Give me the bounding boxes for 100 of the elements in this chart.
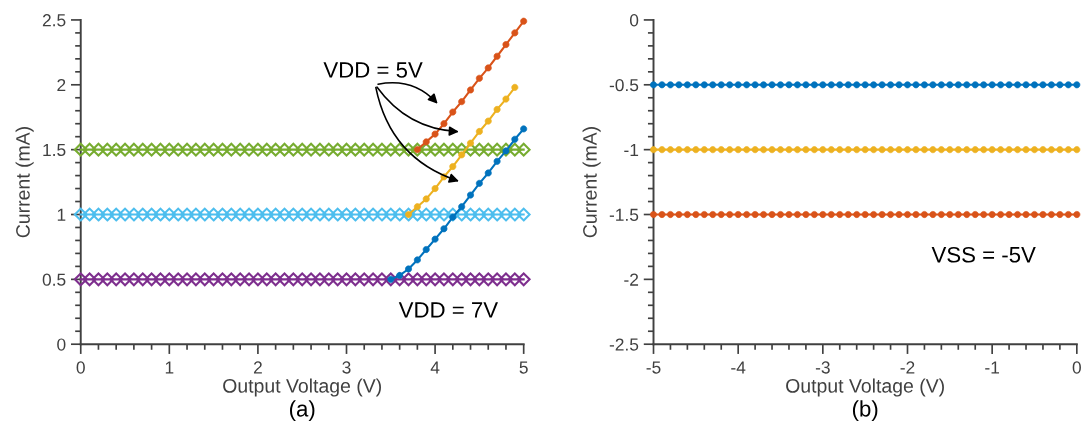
point: [366, 272, 381, 287]
point: [321, 272, 336, 287]
point: [330, 207, 345, 222]
point: [516, 272, 531, 287]
point: [507, 207, 522, 222]
y-tick-label: -1.5: [609, 208, 639, 221]
point: [445, 142, 460, 157]
point: [126, 142, 141, 157]
point: [109, 142, 124, 157]
point: [490, 207, 505, 222]
point: [215, 272, 230, 287]
y-tick-label: -2: [624, 273, 639, 286]
point: [490, 272, 505, 287]
point: [516, 142, 531, 157]
point: [445, 272, 460, 287]
x-tick-label: 4: [430, 361, 440, 374]
annotation: VSS = -5V: [931, 246, 1036, 263]
point: [82, 272, 97, 287]
point: [410, 142, 425, 157]
point: [481, 272, 496, 287]
y-tick-label: 1: [57, 208, 66, 221]
point: [348, 207, 363, 222]
point: [215, 207, 230, 222]
x-tick-label: -4: [731, 361, 746, 374]
point: [286, 207, 301, 222]
point: [339, 207, 354, 222]
point: [304, 142, 318, 157]
point: [233, 272, 248, 287]
point: [312, 272, 327, 287]
point: [91, 207, 106, 222]
point: [259, 272, 274, 287]
point: [135, 272, 150, 287]
point: [162, 142, 177, 157]
point: [268, 207, 283, 222]
x-tick-label: -1: [985, 361, 1000, 374]
point: [188, 272, 203, 287]
point: [454, 207, 469, 222]
point: [401, 207, 416, 222]
point: [259, 207, 274, 222]
point: [383, 142, 398, 157]
point: [401, 272, 416, 287]
point: [295, 142, 310, 157]
point: [242, 272, 256, 287]
y-tick-label: 2.5: [42, 14, 66, 27]
point: [286, 272, 301, 287]
point: [366, 207, 381, 222]
point: [481, 207, 496, 222]
point: [82, 207, 97, 222]
point: [481, 142, 496, 157]
point: [312, 207, 327, 222]
point: [472, 207, 487, 222]
point: [375, 142, 389, 157]
point: [180, 207, 194, 222]
point: [126, 272, 141, 287]
point: [419, 142, 434, 157]
point: [242, 207, 256, 222]
point: [516, 207, 531, 222]
point: [153, 207, 168, 222]
x-tick-label: -5: [646, 361, 661, 374]
point: [118, 272, 132, 287]
point: [135, 207, 150, 222]
point: [233, 207, 248, 222]
point: [463, 207, 478, 222]
point: [206, 272, 221, 287]
text: (b): [852, 400, 878, 422]
point: [277, 272, 292, 287]
point: [366, 142, 381, 157]
point: [339, 272, 354, 287]
point: [330, 272, 345, 287]
point: [118, 142, 132, 157]
point: [180, 272, 194, 287]
x-axis-title: Output Voltage (V): [786, 378, 944, 397]
point: [472, 142, 487, 157]
point: [91, 272, 106, 287]
annotation: VDD = 5V: [323, 62, 423, 78]
y-axis-title: Current (mA): [582, 127, 601, 238]
point: [233, 142, 248, 157]
x-tick-label: 0: [1072, 361, 1081, 374]
point: [286, 142, 301, 157]
point: [295, 272, 310, 287]
x-tick-label: 1: [165, 361, 174, 374]
point: [295, 207, 310, 222]
point: [73, 272, 88, 287]
point: [472, 272, 487, 287]
point: [250, 142, 265, 157]
point: [162, 207, 177, 222]
point: [428, 207, 443, 222]
point: [454, 272, 469, 287]
point: [304, 272, 318, 287]
point: [73, 142, 88, 157]
point: [171, 272, 186, 287]
point: [437, 272, 451, 287]
point: [153, 272, 168, 287]
point: [304, 207, 318, 222]
point: [277, 207, 292, 222]
point: [206, 142, 221, 157]
point: [126, 207, 141, 222]
point: [109, 207, 124, 222]
point: [224, 142, 239, 157]
point: [100, 207, 115, 222]
